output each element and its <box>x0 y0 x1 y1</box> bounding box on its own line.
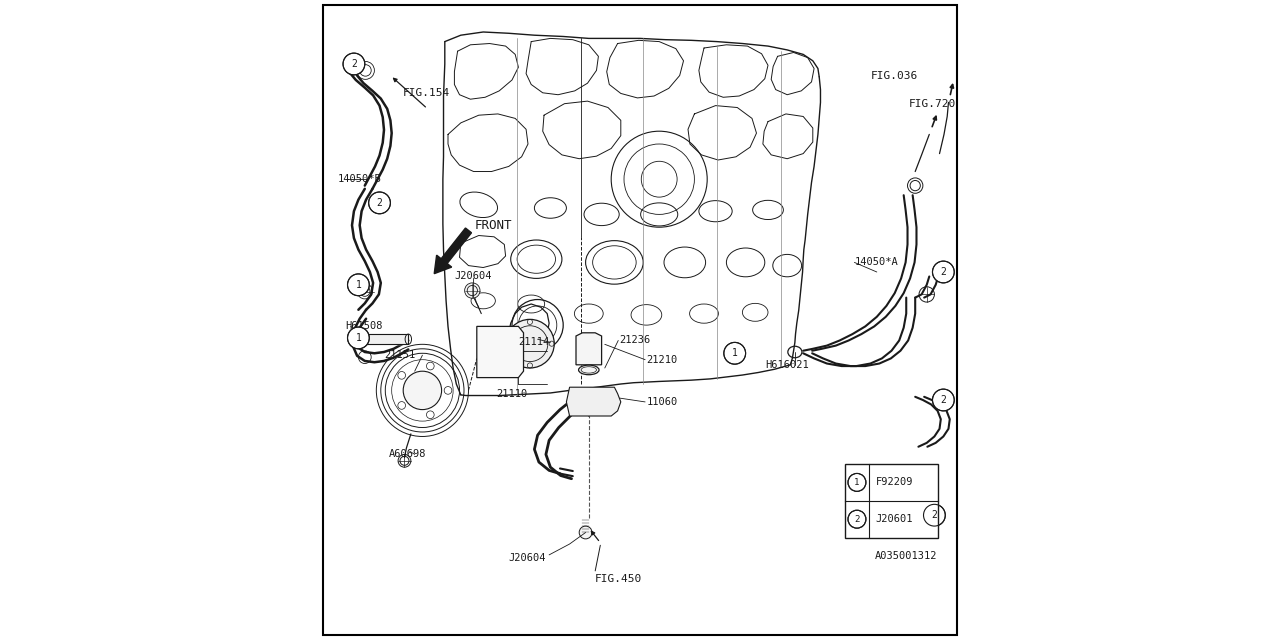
Circle shape <box>403 371 442 410</box>
Text: FRONT: FRONT <box>475 219 512 232</box>
Text: J20601: J20601 <box>876 514 913 524</box>
Text: J20604: J20604 <box>508 553 547 563</box>
Circle shape <box>579 526 591 539</box>
Text: FIG.036: FIG.036 <box>870 70 918 81</box>
Text: 2: 2 <box>941 395 946 405</box>
Text: 2: 2 <box>941 267 946 277</box>
Circle shape <box>932 261 955 283</box>
Text: 2: 2 <box>376 198 383 208</box>
Text: H61508: H61508 <box>346 321 383 332</box>
Circle shape <box>348 274 369 296</box>
Text: 2: 2 <box>854 515 860 524</box>
Text: 14050*A: 14050*A <box>855 257 899 268</box>
Text: FIG.720: FIG.720 <box>909 99 956 109</box>
Circle shape <box>506 319 554 368</box>
Circle shape <box>467 285 477 296</box>
Text: 21210: 21210 <box>646 355 677 365</box>
Polygon shape <box>566 387 621 416</box>
Circle shape <box>932 389 955 411</box>
Circle shape <box>849 510 867 528</box>
Text: F92209: F92209 <box>876 477 913 488</box>
Text: 1: 1 <box>854 478 860 487</box>
Text: FIG.450: FIG.450 <box>595 574 643 584</box>
Text: H616021: H616021 <box>765 360 809 370</box>
Polygon shape <box>477 326 524 378</box>
Ellipse shape <box>579 365 599 375</box>
Circle shape <box>924 504 945 526</box>
Text: 21151: 21151 <box>384 350 415 360</box>
Text: 1: 1 <box>356 333 361 343</box>
Text: 21236: 21236 <box>620 335 650 346</box>
Circle shape <box>369 192 390 214</box>
Bar <box>845 464 937 538</box>
Circle shape <box>348 327 369 349</box>
Text: A035001312: A035001312 <box>876 550 937 561</box>
Text: 21114: 21114 <box>518 337 549 348</box>
Text: 2: 2 <box>351 59 357 69</box>
Text: 14050*B: 14050*B <box>338 174 381 184</box>
Circle shape <box>724 342 745 364</box>
Text: 11060: 11060 <box>646 397 677 407</box>
Circle shape <box>465 283 480 298</box>
Text: 1: 1 <box>356 280 361 290</box>
Text: 21110: 21110 <box>497 388 527 399</box>
Text: J20604: J20604 <box>454 271 492 282</box>
Circle shape <box>343 53 365 75</box>
Text: A60698: A60698 <box>389 449 426 460</box>
Text: 2: 2 <box>932 510 937 520</box>
FancyArrow shape <box>434 228 471 274</box>
Polygon shape <box>366 334 408 344</box>
Polygon shape <box>576 333 602 365</box>
Text: 1: 1 <box>732 348 737 358</box>
Text: FIG.154: FIG.154 <box>403 88 451 98</box>
Circle shape <box>849 474 867 492</box>
